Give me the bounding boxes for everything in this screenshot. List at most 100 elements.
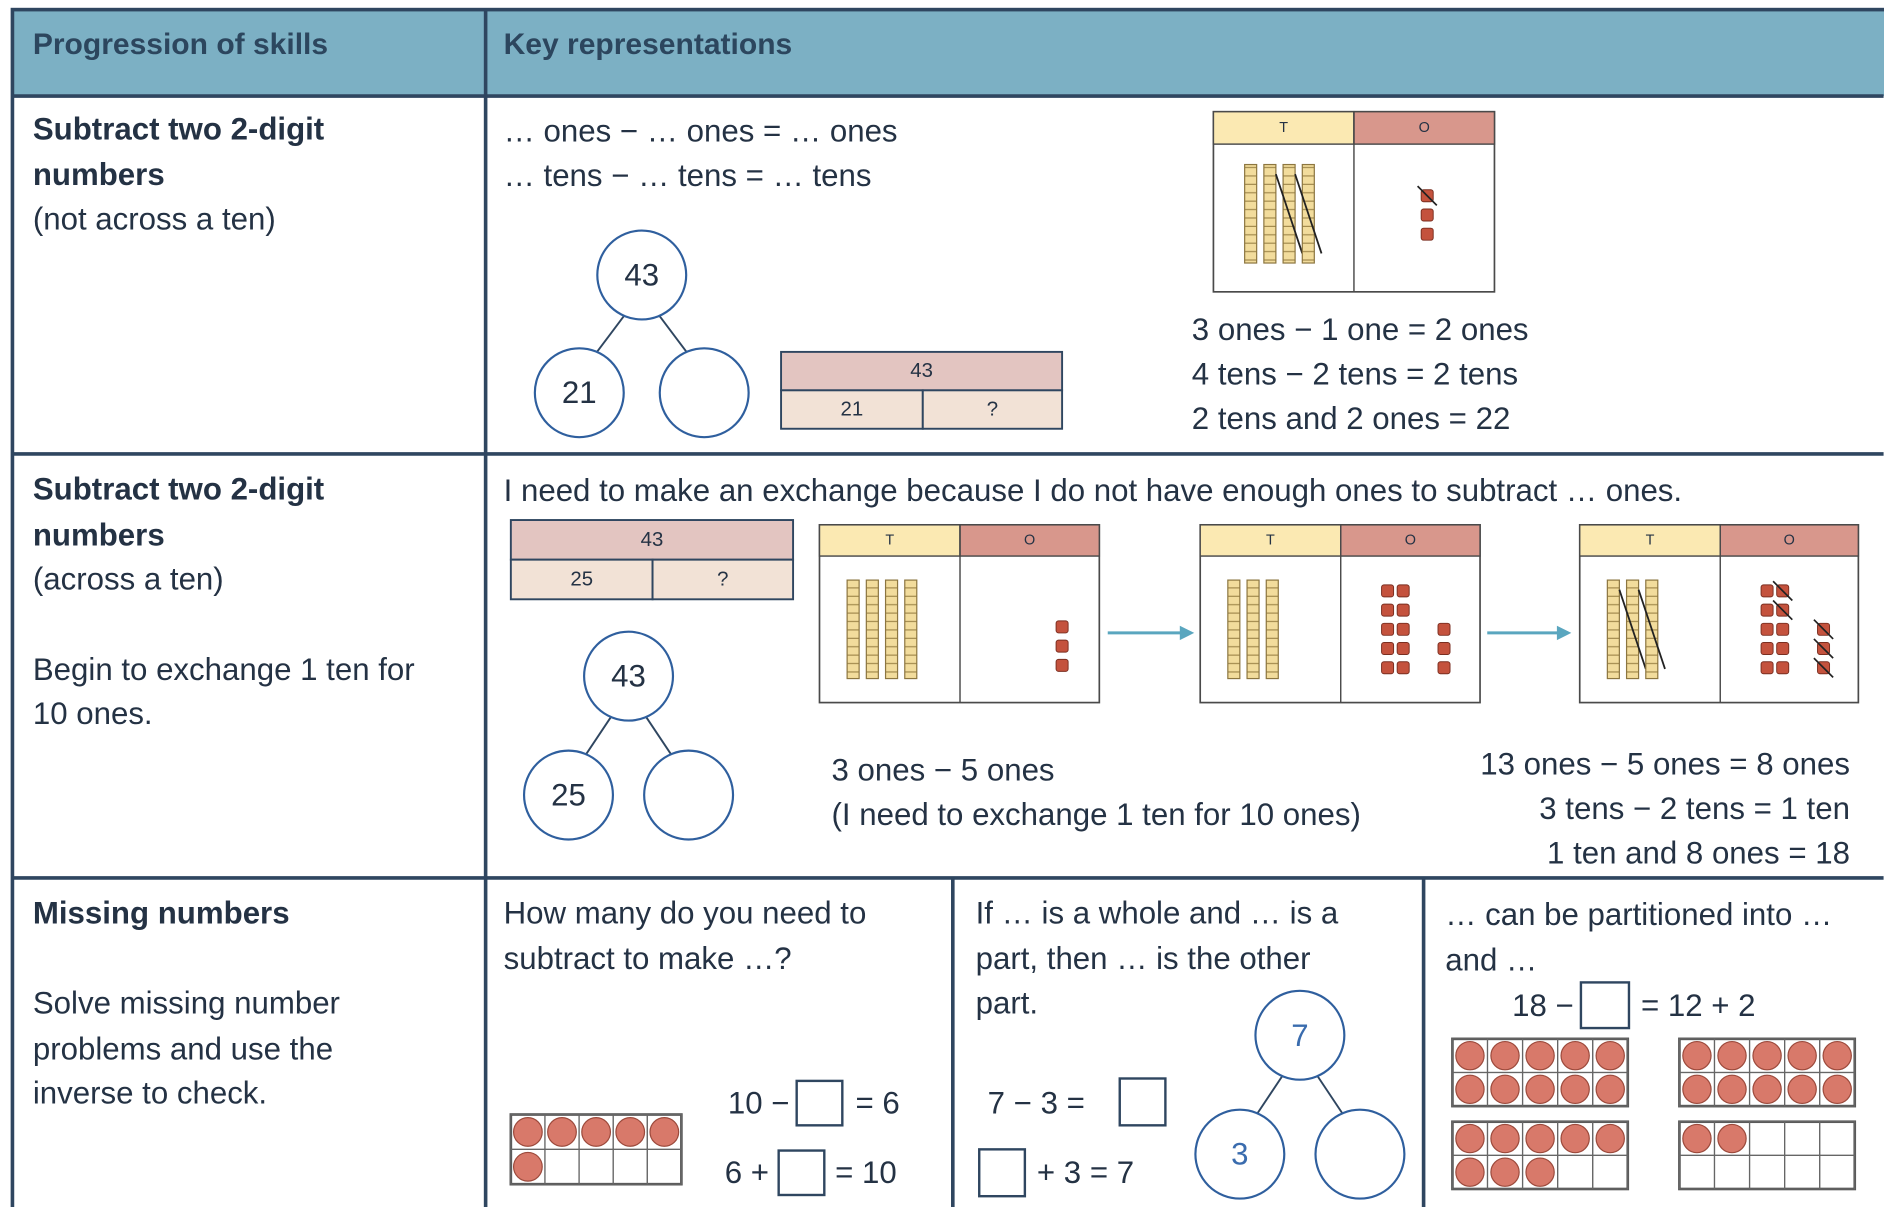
ones-cube	[1760, 661, 1774, 675]
ones-cube	[1776, 642, 1790, 656]
bar-whole	[780, 350, 1064, 392]
ones-cube	[1760, 603, 1774, 617]
counter	[1455, 1157, 1485, 1187]
ones-cube	[1396, 584, 1410, 598]
part-whole-link	[595, 314, 626, 354]
counter	[1525, 1074, 1555, 1105]
part-label: 25	[551, 778, 586, 813]
ones-cube	[1055, 620, 1069, 634]
cross-out	[1813, 619, 1834, 640]
counter	[1595, 1123, 1625, 1154]
ten-frame-cell	[646, 1148, 682, 1185]
cross-out	[1772, 599, 1793, 621]
prompt: If … is a whole and … is a	[976, 896, 1339, 931]
arrows	[1107, 625, 1572, 641]
part-whole-circle	[583, 630, 675, 722]
counter	[1525, 1157, 1555, 1187]
header-cell: Key representations	[504, 28, 793, 61]
ones-cube	[1760, 584, 1774, 598]
tens-rod	[1227, 579, 1241, 680]
equation-part: 7 − 3 =	[988, 1085, 1085, 1120]
ones-cube	[1055, 658, 1069, 672]
part-whole-link	[1255, 1074, 1284, 1116]
part-whole-circle	[522, 749, 615, 841]
bar-part	[780, 389, 924, 430]
counter	[1822, 1074, 1852, 1105]
working-line: 13 ones − 5 ones = 8 ones	[1480, 747, 1850, 782]
counter	[512, 1117, 543, 1147]
ones-cube	[1776, 622, 1790, 636]
answer-box	[978, 1148, 1027, 1198]
tens-rod	[884, 579, 899, 680]
part-label: 21	[562, 375, 597, 410]
skill-title: numbers	[33, 157, 165, 192]
counter	[1717, 1074, 1747, 1105]
counter	[649, 1117, 680, 1147]
counter	[1717, 1123, 1747, 1154]
ones-cube	[1760, 622, 1774, 636]
bar-whole-label: 43	[641, 529, 664, 551]
ones-cube	[1381, 661, 1395, 675]
ones-cube	[1381, 603, 1395, 617]
ones-cube	[1420, 208, 1434, 222]
counter	[1455, 1074, 1485, 1105]
skill-note: 10 ones.	[33, 696, 153, 731]
counter	[1490, 1157, 1520, 1187]
pv-header: T	[1266, 532, 1275, 548]
sentence-stem: … ones − … ones = … ones	[504, 114, 898, 149]
ones-cube	[1396, 603, 1410, 617]
counter	[1560, 1074, 1590, 1105]
counter	[1490, 1074, 1520, 1105]
pv-tens-header	[1212, 110, 1355, 145]
tens-rod	[1244, 163, 1258, 264]
pv-ones-header	[959, 524, 1101, 557]
part-whole-link	[657, 314, 689, 354]
prompt: part, then … is the other	[976, 941, 1311, 976]
part-whole-link	[644, 715, 673, 756]
ones-cube	[1420, 227, 1434, 241]
skill-note: (not across a ten)	[33, 201, 276, 236]
ones-cube	[1381, 642, 1395, 656]
working-line: 3 ones − 1 one = 2 ones	[1192, 312, 1529, 347]
skill-title: Missing numbers	[33, 896, 290, 931]
counter	[512, 1151, 543, 1182]
part-whole-circle	[533, 347, 625, 439]
answer-box	[795, 1079, 844, 1127]
prompt: and …	[1445, 942, 1537, 977]
counter	[1595, 1074, 1625, 1105]
bar-part-label: ?	[987, 399, 998, 421]
counter	[1787, 1074, 1817, 1105]
counter	[1490, 1040, 1520, 1071]
pv-ones-header	[1719, 524, 1860, 557]
pv-header: T	[1279, 120, 1288, 136]
ones-cube	[1396, 622, 1410, 636]
ten-frame-cell	[1592, 1071, 1629, 1107]
part-whole-circle	[658, 347, 750, 439]
equation-part: = 10	[835, 1155, 897, 1190]
answer-box	[1118, 1077, 1167, 1127]
pv-header: O	[1419, 120, 1430, 136]
cross-out	[1275, 173, 1304, 254]
counter	[1525, 1040, 1555, 1071]
part-whole-circle	[596, 229, 688, 321]
pv-header: T	[885, 532, 894, 548]
bar-part	[651, 558, 795, 601]
bar-whole	[509, 519, 795, 561]
working-line: 4 tens − 2 tens = 2 tens	[1192, 356, 1518, 391]
part-label: 3	[1231, 1137, 1248, 1172]
bar-whole-label: 43	[910, 360, 933, 382]
skill-title: numbers	[33, 517, 165, 552]
counter	[547, 1117, 577, 1147]
part-whole-circle	[1254, 989, 1346, 1081]
working-line: (I need to exchange 1 ten for 10 ones)	[832, 797, 1361, 832]
ten-frame-cell	[1592, 1154, 1629, 1190]
counter	[1682, 1123, 1712, 1154]
whole-label: 43	[624, 258, 659, 293]
counter	[1717, 1040, 1747, 1071]
counter	[581, 1117, 612, 1147]
counter	[1752, 1040, 1782, 1071]
pv-header: T	[1646, 532, 1655, 548]
working-line: 3 ones − 5 ones	[832, 753, 1055, 788]
header-band	[12, 9, 1884, 97]
